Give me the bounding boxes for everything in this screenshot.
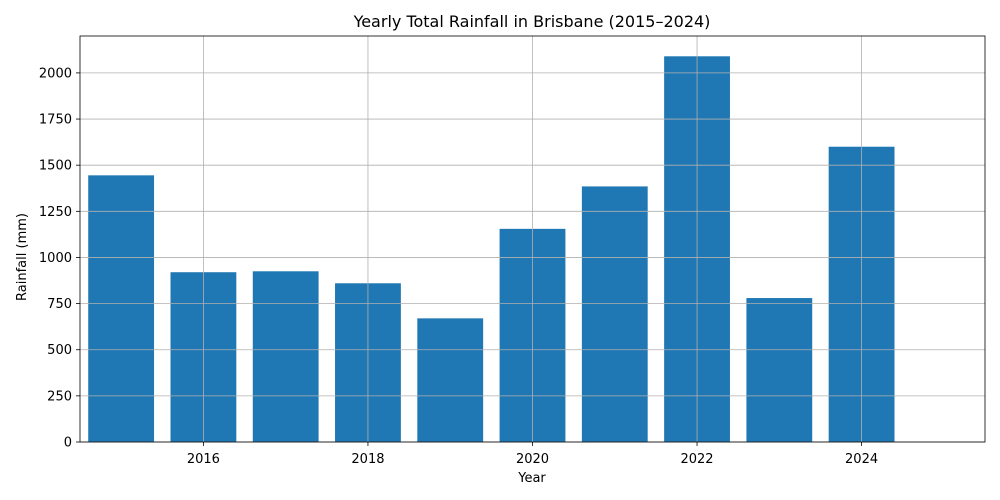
- x-tick-label: 2016: [187, 452, 220, 467]
- y-tick-label: 0: [64, 436, 72, 451]
- x-tick-label: 2018: [351, 452, 384, 467]
- bar-2017: [252, 271, 319, 442]
- plot-frame: [79, 35, 986, 443]
- y-tick-label: 1000: [39, 251, 72, 266]
- y-tick-label: 1250: [39, 205, 72, 220]
- bars-layer: [88, 56, 895, 443]
- x-axis-label: Year: [517, 471, 546, 486]
- grid-layer: [80, 36, 985, 443]
- y-tick-label: 1750: [39, 113, 72, 128]
- y-axis: 0 250 500 750 1000 1250 1500 1750 2000: [39, 66, 80, 451]
- y-tick-label: 2000: [39, 66, 72, 81]
- bar-2015: [88, 175, 155, 442]
- y-tick-label: 250: [47, 389, 72, 404]
- y-tick-label: 500: [47, 343, 72, 358]
- x-tick-label: 2020: [516, 452, 549, 467]
- x-tick-label: 2022: [680, 452, 713, 467]
- x-axis: 2016 2018 2020 2022 2024: [187, 442, 878, 467]
- y-axis-label: Rainfall (mm): [15, 213, 30, 301]
- bar-2021: [581, 186, 648, 442]
- x-tick-label: 2024: [845, 452, 878, 467]
- chart-title: Yearly Total Rainfall in Brisbane (2015–…: [353, 12, 711, 31]
- bar-2019: [417, 318, 484, 442]
- bar-2023: [746, 298, 813, 442]
- y-tick-label: 1500: [39, 159, 72, 174]
- y-tick-label: 750: [47, 297, 72, 312]
